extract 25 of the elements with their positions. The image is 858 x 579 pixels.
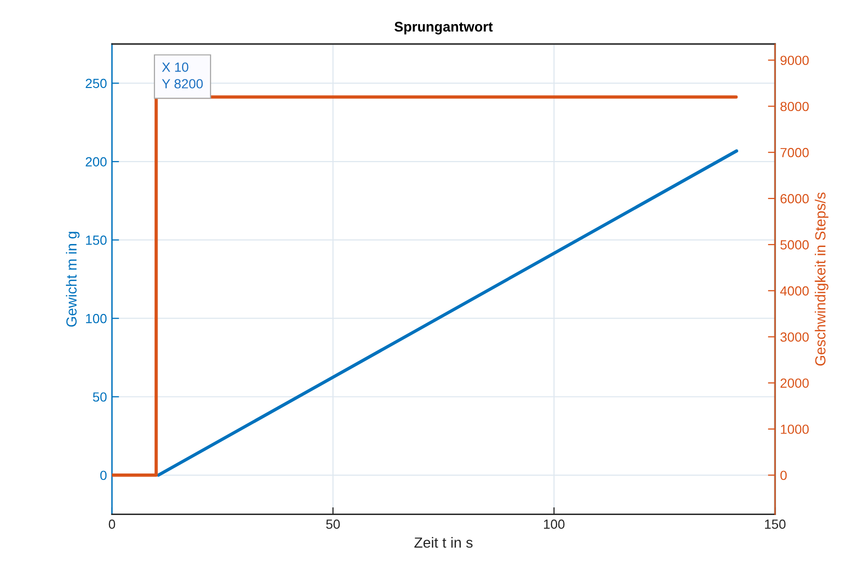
y2-tick-label: 3000 <box>780 332 809 342</box>
y2-tick-label: 5000 <box>780 240 809 250</box>
annotation: X 10 Y 8200 <box>162 62 203 88</box>
y-tick-label: 0 <box>100 470 107 480</box>
y2-axis-title: Geschwindigkeit in Steps/s <box>814 192 828 366</box>
y-tick-label: 200 <box>86 157 107 166</box>
y-tick-label: 100 <box>86 314 107 324</box>
y-tick-label: 250 <box>86 78 107 88</box>
y-tick-label: 50 <box>92 392 107 402</box>
y2-tick-label: 6000 <box>780 194 809 204</box>
y2-tick-label: 0 <box>780 470 787 480</box>
y2-tick-label: 4000 <box>780 286 809 296</box>
y-tick-label: 150 <box>86 236 107 245</box>
y2-tick-label: 7000 <box>780 148 809 158</box>
y2-tick-label: 1000 <box>780 424 809 434</box>
x-tick-label: 0 <box>108 520 116 529</box>
chart-title: Sprungantwort <box>394 22 493 34</box>
y2-tick-label: 2000 <box>780 378 809 388</box>
y2-tick-label: 9000 <box>780 56 809 66</box>
x-axis-title: Zeit t in s <box>414 537 473 548</box>
y-axis-title: Gewicht m in g <box>66 232 80 327</box>
x-tick-label: 150 <box>765 520 786 529</box>
x-tick-label: 50 <box>326 520 340 529</box>
y2-tick-label: 8000 <box>780 102 809 112</box>
x-tick-label: 100 <box>544 520 565 529</box>
